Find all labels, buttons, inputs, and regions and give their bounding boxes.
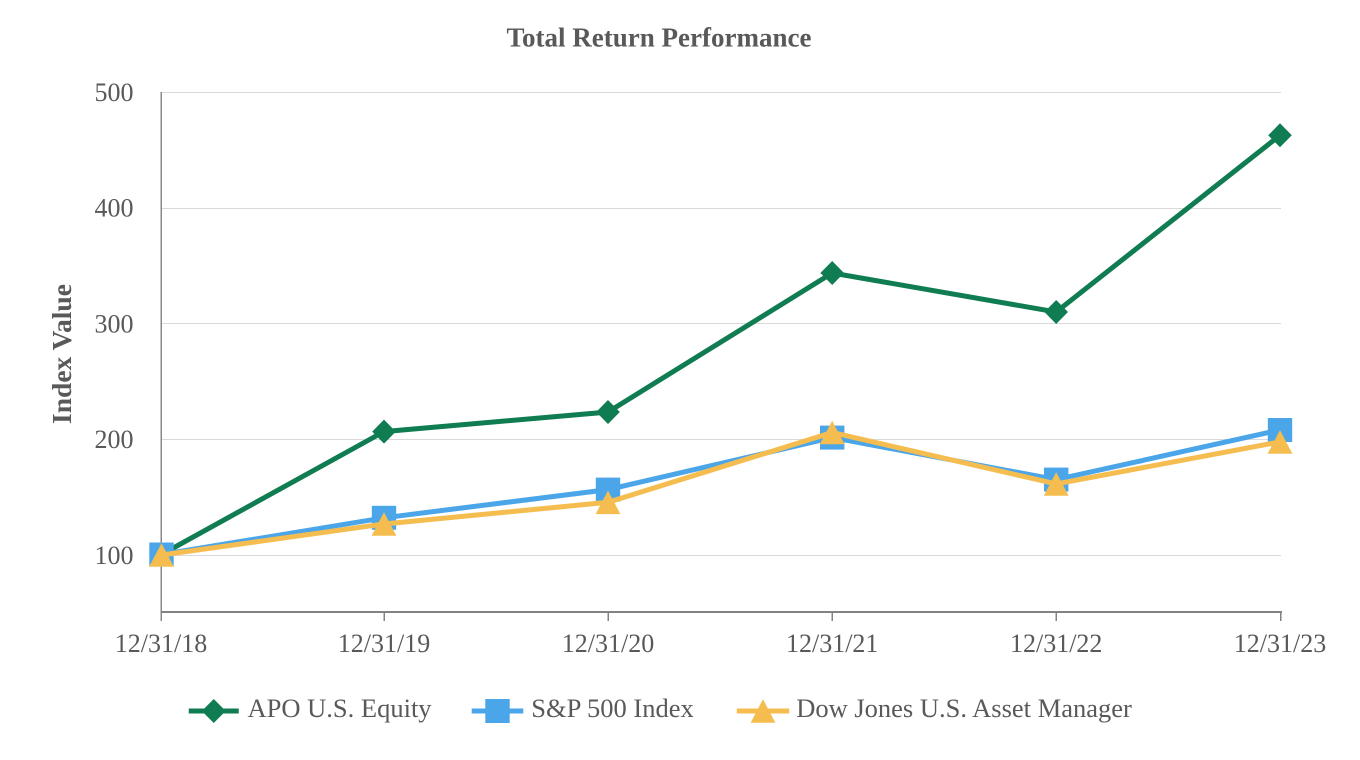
svg-text:APO U.S. Equity: APO U.S. Equity [248,693,433,723]
svg-text:Index Value: Index Value [46,284,77,424]
svg-text:12/31/23: 12/31/23 [1234,629,1326,658]
svg-text:S&P 500 Index: S&P 500 Index [531,693,693,723]
svg-text:12/31/21: 12/31/21 [786,629,878,658]
svg-text:12/31/18: 12/31/18 [115,629,207,658]
svg-text:100: 100 [95,541,134,570]
svg-text:400: 400 [95,194,134,223]
svg-text:300: 300 [95,309,134,338]
svg-text:12/31/19: 12/31/19 [338,629,430,658]
svg-text:500: 500 [95,78,134,107]
svg-text:Total Return Performance: Total Return Performance [507,23,812,53]
svg-text:12/31/20: 12/31/20 [562,629,654,658]
svg-text:Dow Jones U.S. Asset Manager: Dow Jones U.S. Asset Manager [796,693,1132,723]
svg-text:200: 200 [95,425,134,454]
svg-text:12/31/22: 12/31/22 [1010,629,1102,658]
